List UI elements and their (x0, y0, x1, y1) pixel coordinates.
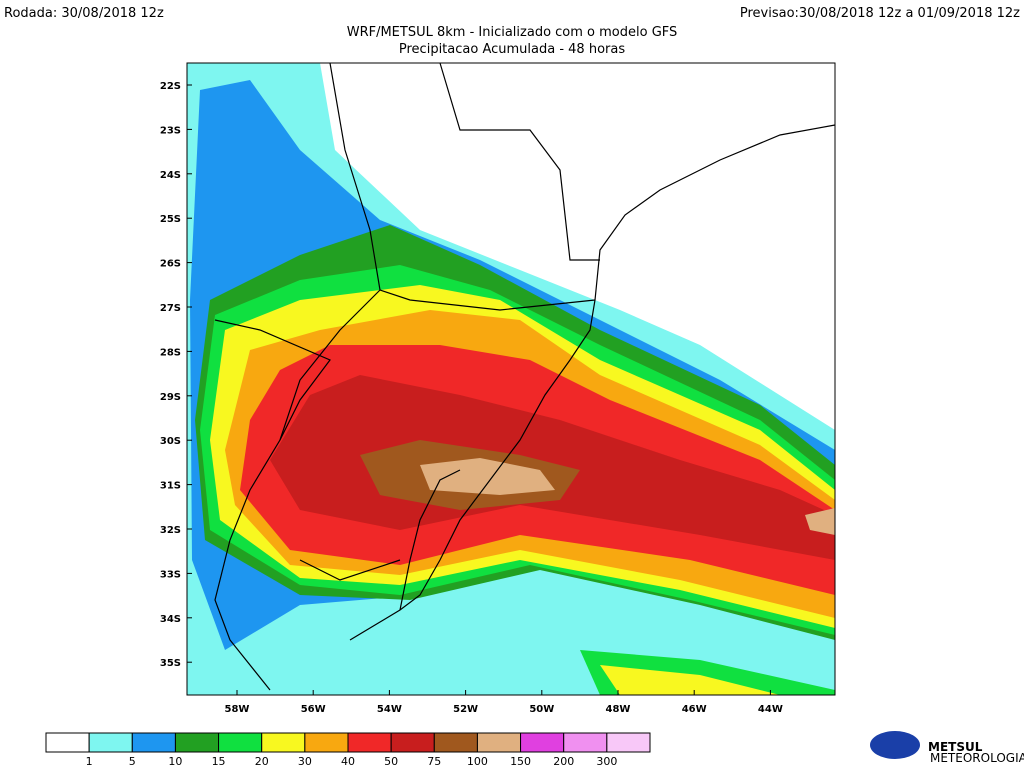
legend-swatch (433, 732, 478, 753)
logo-globe (870, 731, 920, 759)
run-time: Rodada: 30/08/2018 12z (4, 6, 164, 21)
precip-field (187, 63, 835, 695)
legend-label: 300 (596, 755, 617, 768)
legend-label: 5 (129, 755, 136, 768)
legend-label: 30 (298, 755, 312, 768)
lon-label: 48W (606, 704, 631, 715)
boundaries (214, 62, 836, 691)
legend-swatch (520, 732, 565, 753)
lon-label: 46W (682, 704, 707, 715)
lon-label: 56W (301, 704, 326, 715)
legend-swatch (390, 732, 435, 753)
legend-swatch (174, 732, 220, 753)
map-subtitle: Precipitacao Acumulada - 48 horas (399, 42, 625, 57)
lat-label: 22S (160, 81, 181, 92)
lat-label: 33S (160, 569, 181, 580)
legend-swatch (45, 732, 90, 753)
lat-label: 23S (160, 125, 181, 136)
legend-swatch (88, 732, 133, 753)
legend-swatch (218, 732, 263, 753)
lat-label: 31S (160, 481, 181, 492)
lon-label: 44W (758, 704, 783, 715)
lat-label: 34S (160, 614, 181, 625)
lon-label: 52W (453, 704, 478, 715)
legend-label: 1 (86, 755, 93, 768)
map-title: WRF/METSUL 8km - Inicializado com o mode… (347, 25, 678, 40)
lat-label: 32S (160, 525, 181, 536)
lat-label: 27S (160, 303, 181, 314)
lon-label: 54W (377, 704, 402, 715)
legend-label: 150 (510, 755, 531, 768)
lat-label: 28S (160, 347, 181, 358)
legend-swatch (347, 732, 392, 753)
lat-label: 29S (160, 392, 181, 403)
lat-label: 26S (160, 259, 181, 270)
lon-label: 50W (529, 704, 554, 715)
legend-label: 75 (427, 755, 441, 768)
legend-label: 10 (168, 755, 182, 768)
legend-swatch (304, 732, 349, 753)
legend-swatch (261, 732, 306, 753)
forecast-time: Previsao:30/08/2018 12z a 01/09/2018 12z (740, 6, 1020, 21)
legend-label: 20 (255, 755, 269, 768)
logo-tagline: METEOROLOGIA (930, 751, 1024, 765)
legend-swatch (131, 732, 176, 753)
lat-label: 30S (160, 436, 181, 447)
legend-label: 50 (384, 755, 398, 768)
legend-swatch (476, 732, 522, 753)
legend-swatch (606, 732, 651, 753)
legend-label: 15 (212, 755, 226, 768)
legend-label: 200 (553, 755, 574, 768)
lat-label: 35S (160, 658, 181, 669)
legend-label: 100 (467, 755, 488, 768)
lat-label: 24S (160, 170, 181, 181)
logo-name: METSUL (928, 740, 983, 754)
lat-label: 25S (160, 214, 181, 225)
legend-label: 40 (341, 755, 355, 768)
lon-label: 58W (225, 704, 250, 715)
legend-swatch (563, 732, 608, 753)
map-frame (186, 62, 836, 696)
